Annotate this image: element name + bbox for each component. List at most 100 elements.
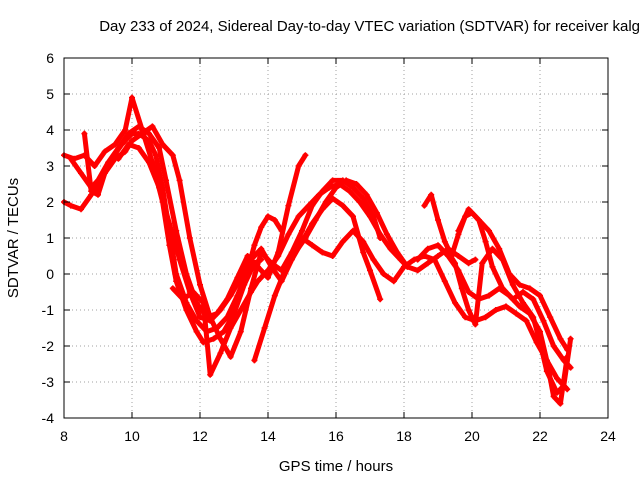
y-tick-label: 2 [46, 194, 54, 210]
data-point [367, 213, 373, 220]
data-point [122, 127, 129, 133]
data-point [350, 227, 356, 234]
data-point [316, 191, 322, 198]
data-point [452, 299, 458, 306]
data-point [414, 256, 421, 263]
data-point [67, 202, 74, 209]
data-point [530, 314, 537, 321]
data-point [125, 130, 132, 137]
data-point [554, 375, 560, 382]
x-tick-label: 12 [192, 428, 208, 444]
data-point [435, 217, 441, 223]
data-point [78, 170, 84, 177]
x-tick-label: 22 [532, 428, 548, 444]
data-point [237, 307, 244, 313]
data-point [353, 181, 360, 187]
data-point [292, 249, 299, 256]
data-point [176, 177, 183, 184]
data-point [363, 191, 370, 198]
data-point [234, 292, 241, 299]
y-tick-label: -1 [42, 302, 55, 318]
data-point [489, 263, 496, 270]
data-point [200, 299, 207, 306]
data-point [540, 317, 547, 324]
data-point [547, 314, 554, 321]
data-point [227, 325, 234, 331]
data-point [329, 253, 336, 259]
data-point [115, 155, 122, 162]
x-tick-label: 10 [124, 428, 140, 444]
series-layer [61, 94, 574, 407]
data-point [465, 307, 472, 313]
data-point [251, 242, 258, 249]
data-point [166, 220, 173, 227]
data-point [319, 249, 326, 256]
data-point [67, 155, 74, 162]
data-point [329, 177, 336, 184]
data-point [482, 238, 489, 245]
data-point [472, 321, 479, 328]
data-point [560, 382, 567, 389]
data-point [156, 145, 163, 151]
data-point [244, 253, 251, 259]
data-point [285, 231, 292, 238]
y-tick-label: 3 [46, 158, 54, 174]
y-tick-label: 1 [46, 230, 54, 246]
data-point [190, 289, 197, 295]
data-point [455, 253, 462, 259]
data-point [180, 296, 186, 303]
data-point [537, 339, 543, 346]
data-point [135, 123, 142, 130]
data-point [455, 227, 462, 234]
data-point [173, 227, 180, 234]
data-point [261, 325, 268, 331]
data-point [486, 292, 492, 299]
data-point [81, 130, 88, 137]
data-point [176, 256, 183, 263]
data-point [431, 256, 438, 263]
x-tick-label: 14 [260, 428, 276, 444]
data-point [149, 123, 156, 130]
data-point [380, 271, 387, 277]
data-point [350, 184, 356, 191]
data-point [101, 170, 108, 177]
data-point [299, 227, 305, 234]
data-point [367, 267, 373, 274]
data-point [356, 199, 363, 205]
data-point [520, 289, 526, 295]
data-point [258, 224, 265, 231]
data-point [424, 260, 431, 267]
data-point [550, 343, 557, 349]
data-point [452, 260, 458, 267]
y-tick-label: -2 [42, 338, 55, 354]
x-tick-label: 18 [396, 428, 412, 444]
data-point [384, 231, 390, 238]
data-point [305, 202, 312, 209]
data-point [163, 177, 169, 184]
data-point [285, 202, 292, 209]
data-point [159, 141, 166, 148]
data-point [312, 217, 319, 223]
data-point [435, 242, 441, 249]
data-point [282, 267, 288, 274]
data-point [186, 235, 193, 241]
data-point [516, 281, 523, 288]
data-point [414, 267, 421, 274]
data-point [210, 335, 217, 342]
data-point [217, 307, 224, 313]
data-point [271, 217, 278, 223]
data-point [156, 184, 163, 191]
data-point [309, 242, 316, 249]
data-point [428, 191, 435, 198]
data-point [394, 249, 401, 256]
data-point [530, 296, 537, 303]
data-point [482, 314, 489, 321]
data-point [465, 206, 472, 213]
data-point [339, 202, 346, 209]
data-point [513, 310, 520, 317]
data-point [237, 328, 244, 335]
data-point [550, 393, 557, 400]
data-point [489, 245, 496, 252]
